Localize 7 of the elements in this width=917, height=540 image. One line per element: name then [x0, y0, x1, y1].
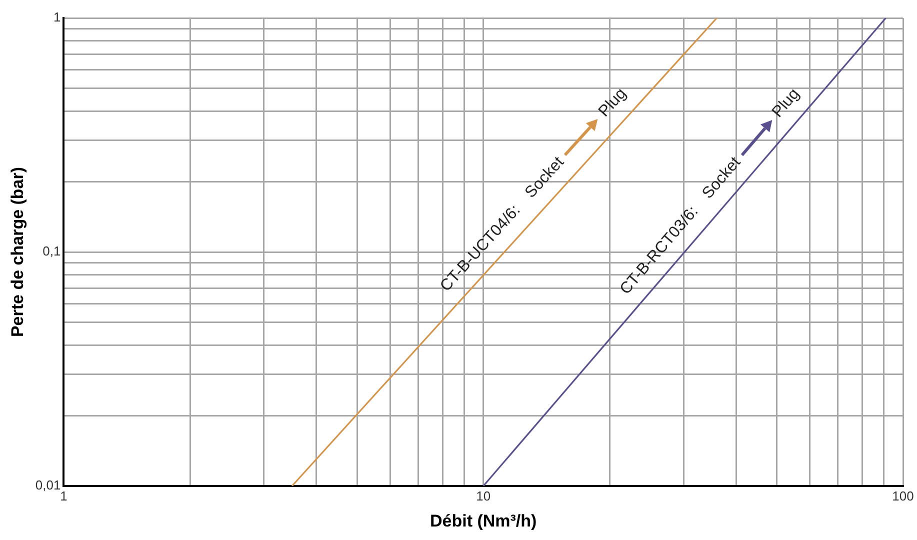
y-tick-label: 1 [53, 10, 61, 25]
x-axis-title: Débit (Nm³/h) [430, 511, 537, 530]
x-tick-label: 10 [476, 488, 491, 504]
y-axis-title: Perte de charge (bar) [8, 166, 27, 338]
x-tick-label: 100 [892, 488, 914, 504]
y-tick-label: 0,01 [35, 478, 61, 493]
y-tick-label: 0,1 [42, 244, 61, 259]
